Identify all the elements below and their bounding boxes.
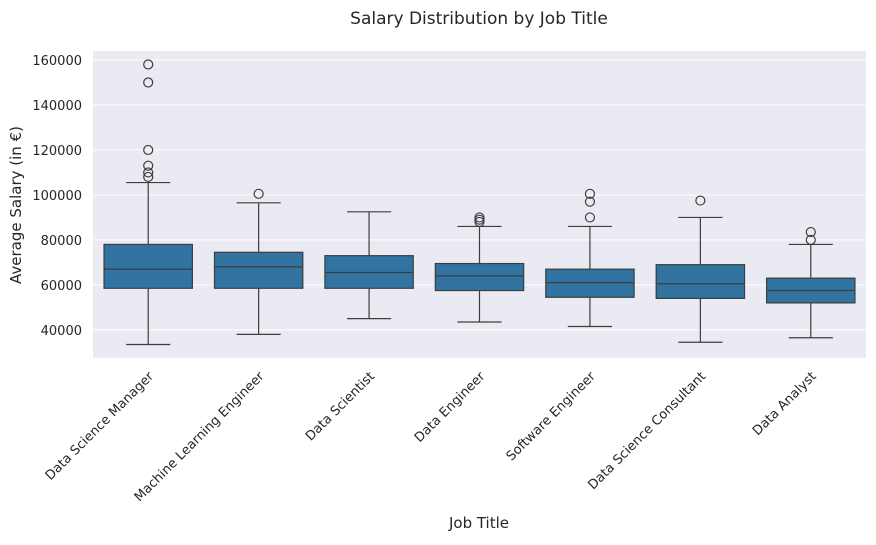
x-tick-label: Data Science Manager [43,369,158,484]
box-group [766,226,856,339]
outlier-point [143,160,154,171]
outlier-point [584,188,596,199]
outlier-point [143,59,154,70]
box-group [545,188,635,328]
x-tick-label: Data Scientist [303,369,378,444]
outlier-point [143,167,154,178]
box-group [434,212,525,323]
outlier-point [474,212,485,223]
chart-title: Salary Distribution by Job Title [350,9,608,29]
x-axis-label: Job Title [448,514,509,532]
outlier-point [805,234,816,246]
y-axis-ticks: 40000 60000 80000 100000 120000 140000 160000 [32,54,82,339]
box-group [213,188,304,335]
x-tick-label: Data Analyst [750,369,820,439]
box-iqr [213,251,304,289]
x-tick-label: Machine Learning Engineer [132,369,268,505]
y-tick-label: 40000 [41,324,82,339]
outlier-point [584,196,596,207]
boxes [103,59,856,346]
y-tick-label: 100000 [32,189,82,204]
outlier-point [143,144,154,156]
outlier-point [143,77,154,88]
y-tick-label: 120000 [32,144,82,159]
box-iqr [434,262,525,292]
outlier-point [143,171,154,183]
y-tick-label: 140000 [32,99,82,114]
y-tick-label: 60000 [41,279,82,294]
box-group [103,59,193,346]
outlier-point [805,226,816,238]
box-group [324,211,414,320]
y-axis-label: Average Salary (in €) [7,126,25,284]
x-tick-label: Software Engineer [504,369,599,464]
y-tick-label: 80000 [41,234,82,249]
outlier-point [584,212,596,223]
outlier-point [253,188,264,199]
box-iqr [655,264,746,299]
box-group [655,195,746,343]
y-tick-label: 160000 [32,54,82,69]
x-tick-label: Data Engineer [412,369,489,446]
x-tick-label: Data Science Consultant [585,369,709,493]
box-iqr [103,243,193,289]
outlier-point [695,195,706,206]
